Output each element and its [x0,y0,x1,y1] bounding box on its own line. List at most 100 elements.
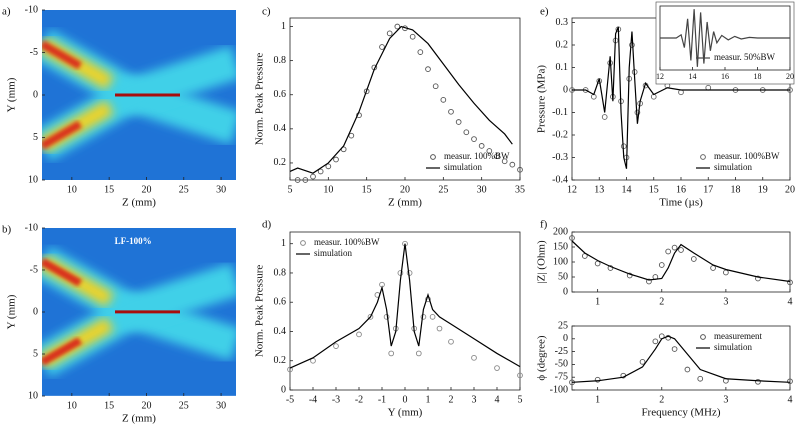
x-tick-label: 15 [649,184,659,195]
series-marker [678,247,684,253]
series-marker [509,161,516,168]
legend-label: measur. 100%BW [714,151,780,161]
y-tick-label: 50 [558,271,568,282]
y-axis-label: Y (mm) [6,77,18,112]
legend-label: measur. 50%BW [714,52,775,62]
x-tick-label: 30 [216,184,226,195]
series-marker [440,97,447,103]
x-tick-label: 18 [731,184,741,195]
x-tick-label: 4 [495,394,500,405]
series-marker [478,143,485,149]
y-tick-label: 0.6 [274,297,287,308]
series-marker [658,262,665,268]
series-marker [639,358,646,365]
x-tick-label: 2 [449,394,454,405]
y-tick-label: -0.4 [552,174,568,185]
y-tick-label: -75 [555,371,568,382]
legend-label: measur. 100%BW [314,237,380,247]
x-tick-label: 19 [758,184,768,195]
panel-label: a) [2,6,11,18]
x-tick-label: 20 [400,184,410,195]
legend-swatch [700,154,706,160]
series-marker [310,173,316,180]
series-marker [348,132,355,139]
y-tick-label: 0 [33,89,38,100]
x-tick-label: 4 [788,296,793,307]
plot-frame [571,231,791,293]
y-tick-label: 0.3 [556,17,569,28]
y-axis-label: Norm. Peak Pressure [254,265,266,358]
y-tick-label: 1 [281,238,286,249]
series-marker [397,270,404,276]
y-tick-label: 200 [553,226,568,237]
x-tick-label: 18 [754,72,762,81]
series-marker [601,114,608,120]
series-marker [517,372,523,379]
x-axis-label: Frequency (MHz) [641,407,720,419]
y-axis-label: Norm. Peak Pressure [254,53,266,146]
y-tick-label: 1 [281,21,286,32]
x-tick-label: 1 [595,394,600,405]
y-tick-label: -5 [30,264,38,275]
y-tick-label: 0.2 [274,355,287,366]
series-line [660,9,790,67]
y-tick-label: -25 [555,346,568,357]
y-tick-label: 0.2 [556,39,569,50]
x-tick-label: 1 [595,296,600,307]
series-line [289,25,513,174]
series-marker [386,30,393,37]
x-tick-label: 2 [659,394,664,405]
y-tick-label: -100 [550,384,568,395]
series-line [572,26,790,169]
series-marker [436,325,443,332]
y-tick-label: 0 [563,286,568,297]
series-marker [652,338,659,345]
series-marker [690,256,697,262]
series-line [571,335,791,383]
panel-label: c) [262,6,271,18]
series-marker [367,314,374,320]
y-tick-label: 0.4 [274,326,287,337]
x-tick-label: 2 [659,296,664,307]
x-tick-label: 30 [477,184,487,195]
x-tick-label: 3 [723,296,728,307]
x-tick-label: 10 [67,400,77,411]
y-axis-label: |Z| (Ohm) [536,240,548,284]
y-tick-label: 0.2 [274,157,287,168]
series-marker [671,244,678,251]
x-tick-label: 10 [323,184,333,195]
x-tick-label: 25 [179,400,189,411]
x-tick-label: 5 [518,394,523,405]
legend-swatch [300,240,306,246]
series-marker [333,156,339,163]
series-marker [333,343,339,349]
series-marker [684,366,691,373]
series-marker [494,153,500,159]
x-tick-label: 0 [403,394,408,405]
x-tick-label: 25 [179,184,189,195]
x-tick-label: 20 [141,184,151,195]
series-marker [455,119,462,125]
series-marker [486,148,493,154]
y-tick-label: -10 [25,222,38,233]
y-tick-label: 0 [33,306,38,317]
series-marker [294,177,301,183]
x-tick-label: 1 [426,394,431,405]
y-tick-label: 25 [558,320,568,331]
x-tick-label: 17 [703,184,713,195]
x-tick-label: -3 [332,394,340,405]
series-marker [448,108,454,115]
legend-swatch [430,154,436,160]
y-tick-label: 0.4 [274,123,287,134]
x-tick-label: -1 [378,394,386,405]
x-tick-label: 30 [216,400,226,411]
series-marker [569,235,575,241]
x-tick-label: -2 [355,394,363,405]
y-tick-label: 5 [33,348,38,359]
series-marker [448,338,454,345]
legend-label: measur. 100%BW [444,151,510,161]
x-tick-label: 16 [721,72,729,81]
panel-label: b) [2,224,12,236]
series-marker [626,272,633,279]
